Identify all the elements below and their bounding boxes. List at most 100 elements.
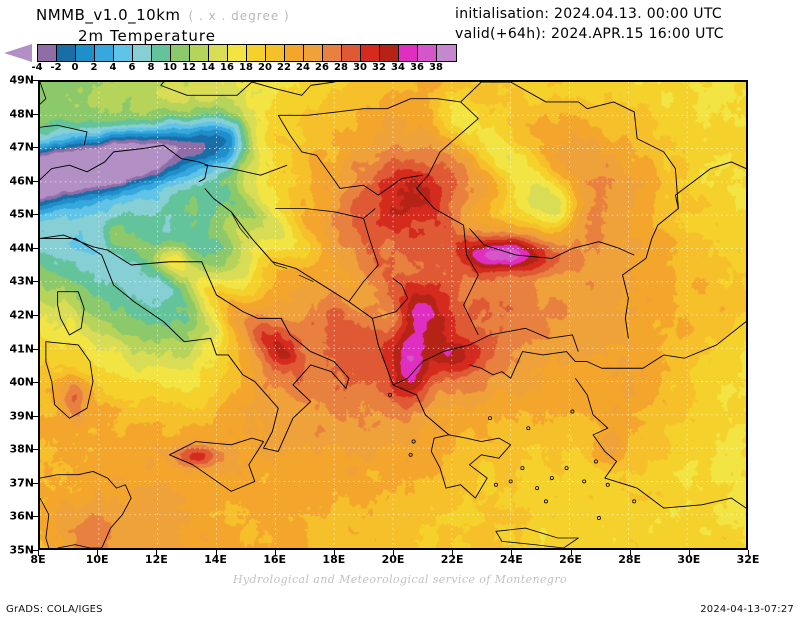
coastline-path: [372, 278, 409, 319]
island-outline: [596, 516, 601, 521]
colorbar-cell: [209, 45, 228, 61]
colorbar-tick-label: 10: [163, 62, 177, 73]
agency-credit: Hydrological and Meteorological service …: [232, 573, 568, 586]
colorbar-tick-label: 26: [315, 62, 329, 73]
island-outline: [508, 479, 513, 484]
y-axis-tick-label: 41N: [9, 342, 34, 356]
y-axis-tick-label: 46N: [9, 174, 34, 188]
y-axis-tick-label: 40N: [9, 375, 34, 389]
colorbar-cell: [399, 45, 418, 61]
colorbar-tick-label: 28: [334, 62, 348, 73]
x-axis-tick: [688, 550, 690, 556]
colorbar-cells: [37, 44, 457, 62]
coastline-path: [463, 225, 479, 336]
x-axis-tick: [748, 550, 749, 556]
coastline-outline: [45, 341, 94, 419]
y-axis-tick-label: 37N: [9, 476, 34, 490]
initialisation-time: initialisation: 2024.04.13. 00:00 UTC: [455, 6, 722, 22]
coastline-path: [298, 274, 314, 283]
colorbar-tick-label: -2: [50, 62, 62, 73]
colorbar-tick-label: 20: [258, 62, 272, 73]
x-axis-tick: [511, 550, 513, 556]
x-axis-tick: [38, 550, 39, 556]
colorbar-cell: [76, 45, 95, 61]
island-outline: [549, 476, 554, 481]
colorbar-cell: [228, 45, 247, 61]
x-axis-tick-label: 14E: [204, 553, 227, 566]
coastline-outline: [495, 527, 579, 548]
render-timestamp: 2024-04-13-07:27: [700, 604, 794, 615]
colorbar-cell: [285, 45, 304, 61]
colorbar-tick-label: 30: [353, 62, 367, 73]
colorbar-cell: [114, 45, 133, 61]
coastline-path: [575, 377, 746, 509]
coastline-path: [469, 321, 746, 379]
y-axis-tick-label: 43N: [9, 274, 34, 288]
x-axis-tick: [452, 550, 454, 556]
x-axis-tick-label: 20E: [381, 553, 405, 566]
colorbar-cell: [323, 45, 342, 61]
colorbar-cell: [190, 45, 209, 61]
colorbar-tick-label: 38: [429, 62, 443, 73]
x-axis-tick-label: 26E: [559, 553, 582, 566]
island-outline: [543, 499, 548, 504]
island-outline: [570, 409, 575, 414]
grads-tag: GrADS: COLA/IGES: [6, 604, 103, 615]
model-name: NMMB_v1.0_10km: [36, 6, 181, 24]
colorbar-tick-label: 8: [147, 62, 155, 73]
colorbar-tick-label: 0: [71, 62, 79, 73]
coastline-path: [460, 82, 679, 209]
model-units: ( . x . degree ): [188, 9, 290, 23]
coastline-path: [392, 327, 579, 386]
coastline-path: [622, 161, 746, 339]
coastline-path: [204, 188, 450, 436]
colorbar-cell: [95, 45, 114, 61]
colorbar-tick-label: 6: [128, 62, 136, 73]
x-axis-tick-label: 28E: [618, 553, 642, 566]
colorbar-tick-label: -4: [31, 62, 43, 73]
y-axis-tick-label: 36N: [9, 509, 34, 523]
colorbar-tick-label: 18: [239, 62, 253, 73]
colorbar-cell: [266, 45, 285, 61]
island-outline: [488, 416, 493, 421]
coastline-path: [57, 544, 102, 548]
coastline-path: [277, 115, 423, 196]
x-axis-tick-label: 24E: [499, 553, 523, 566]
colorbar-tick-label: 4: [109, 62, 117, 73]
coastline-path: [254, 241, 288, 269]
coastline-outline: [57, 291, 85, 336]
island-outline: [520, 466, 525, 471]
x-axis-tick-label: 12E: [144, 553, 168, 566]
x-axis-tick-label: 16E: [263, 553, 287, 566]
coastline-path: [40, 471, 132, 548]
colorbar-cell: [380, 45, 399, 61]
coastline-path: [40, 497, 50, 548]
coastline-path: [40, 124, 88, 146]
x-axis-tick: [570, 550, 572, 556]
island-outline: [493, 482, 498, 487]
colorbar-tick-label: 16: [220, 62, 234, 73]
x-axis-tick: [333, 550, 335, 556]
coastline-outline: [169, 437, 264, 492]
colorbar-cell: [361, 45, 380, 61]
island-outline: [593, 459, 598, 464]
map-plot-area: [38, 80, 748, 550]
island-outline: [564, 466, 569, 471]
x-axis-tick-label: 30E: [677, 553, 701, 566]
x-axis-tick-label: 22E: [440, 553, 464, 566]
colorbar-tick-label: 22: [277, 62, 291, 73]
y-axis-tick-label: 48N: [9, 107, 34, 121]
field-title: 2m Temperature: [78, 27, 216, 45]
x-axis-tick: [393, 550, 394, 556]
colorbar-cell: [304, 45, 323, 61]
colorbar-cell: [437, 45, 456, 61]
y-axis-tick-label: 39N: [9, 409, 34, 423]
x-axis-tick-label: 18E: [322, 553, 346, 566]
island-outline: [605, 482, 610, 487]
colorbar-under-arrow-icon: [4, 44, 32, 62]
coastline-path: [348, 208, 379, 302]
y-axis-tick-label: 44N: [9, 241, 34, 255]
colorbar-tick-label: 14: [201, 62, 215, 73]
colorbar-tick-label: 2: [90, 62, 98, 73]
y-axis-tick-label: 45N: [9, 207, 34, 221]
